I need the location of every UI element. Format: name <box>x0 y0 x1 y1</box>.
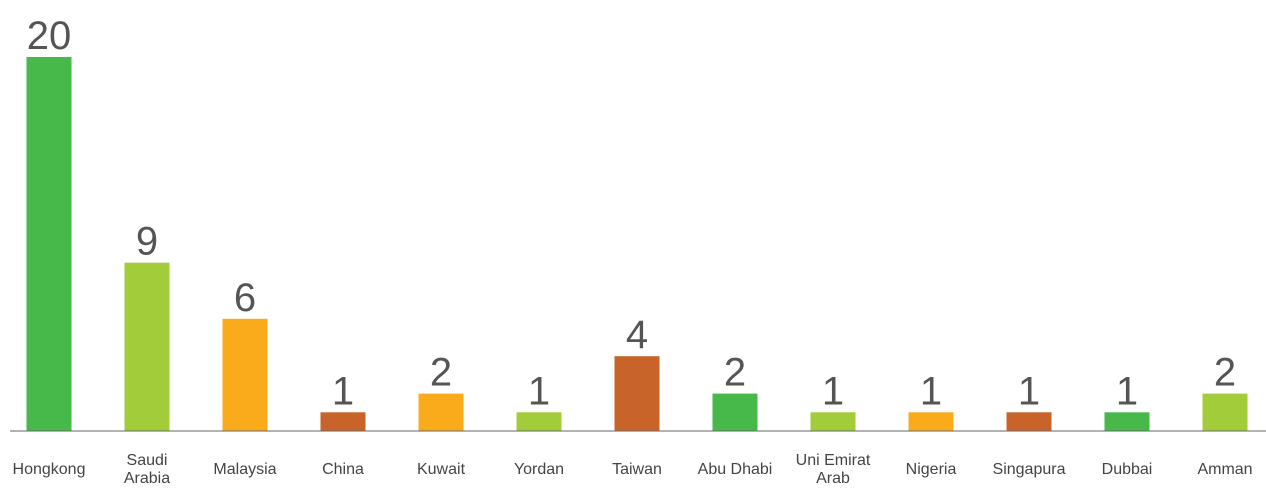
value-label: 1 <box>822 369 844 413</box>
bar <box>614 356 660 431</box>
x-tick-label: Saudi Arabia <box>123 452 171 487</box>
x-tick-label: Yordan <box>513 461 565 478</box>
bar <box>810 412 856 431</box>
bar <box>26 57 72 431</box>
x-tick-label: China <box>322 461 364 478</box>
bar <box>1104 412 1150 431</box>
bar <box>124 262 170 431</box>
x-tick-label: Amman <box>1197 461 1253 478</box>
x-tick-label: Dubbai <box>1101 461 1153 478</box>
x-tick-label: Hongkong <box>12 461 86 478</box>
value-label: 1 <box>1116 369 1138 413</box>
value-label: 2 <box>430 351 452 395</box>
value-label: 1 <box>528 369 550 413</box>
bar <box>908 412 954 431</box>
bar <box>1202 393 1248 431</box>
x-tick-label: Taiwan <box>612 461 662 478</box>
bar <box>516 412 562 431</box>
value-label: 1 <box>332 369 354 413</box>
bar <box>712 393 758 431</box>
value-label: 4 <box>626 313 648 357</box>
value-label: 6 <box>234 276 256 320</box>
value-label: 1 <box>920 369 942 413</box>
x-tick-label: Abu Dhabi <box>697 461 773 478</box>
value-label: 20 <box>27 14 72 58</box>
bar <box>418 393 464 431</box>
value-label: 1 <box>1018 369 1040 413</box>
x-tick-label: Singapura <box>992 461 1066 478</box>
value-label: 2 <box>724 351 746 395</box>
bar <box>222 318 268 431</box>
x-tick-label: Uni Emirat Arab <box>795 452 871 487</box>
x-tick-label: Nigeria <box>905 461 957 478</box>
x-tick-label: Malaysia <box>213 461 277 478</box>
bar <box>1006 412 1052 431</box>
x-tick-label: Kuwait <box>416 461 466 478</box>
value-label: 9 <box>136 220 158 264</box>
bar <box>320 412 366 431</box>
value-label: 2 <box>1214 351 1236 395</box>
